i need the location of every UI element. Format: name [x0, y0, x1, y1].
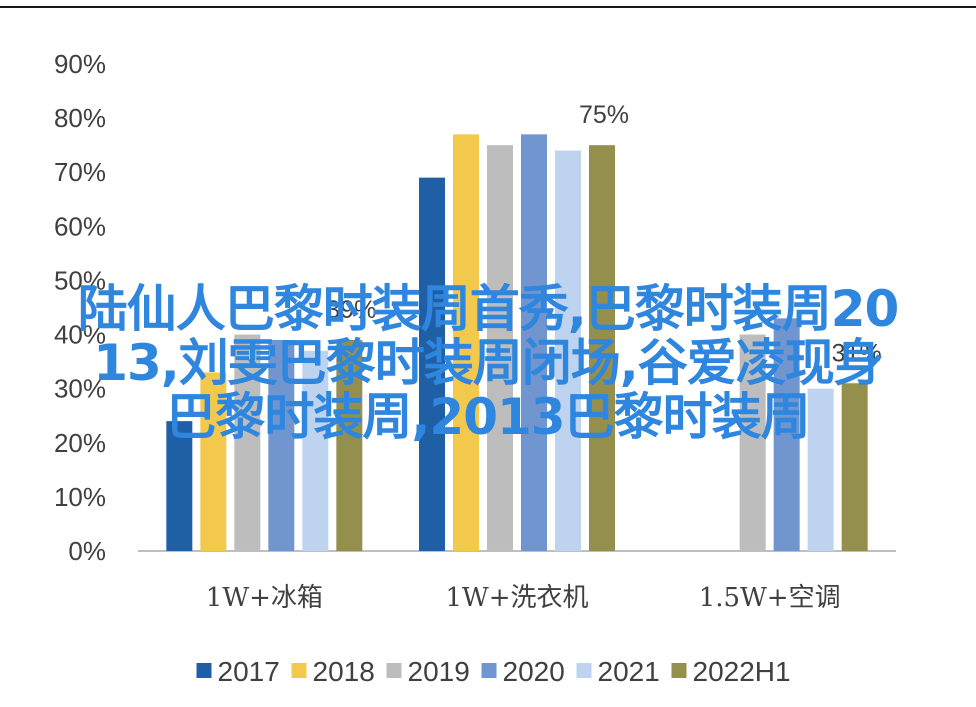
y-tick-label: 70%	[54, 157, 106, 187]
bar-2017	[419, 177, 445, 551]
bar-2019	[234, 334, 261, 551]
legend-swatch	[481, 663, 497, 678]
legend-label: 2020	[503, 656, 565, 687]
x-category-label: 1.5W+空调	[699, 583, 841, 613]
bar-2017	[166, 421, 193, 551]
bar-2019	[739, 334, 766, 551]
y-tick-label: 50%	[54, 265, 106, 295]
bar-2020	[521, 134, 547, 551]
bar-2019	[487, 145, 513, 551]
bar-2021	[302, 350, 329, 551]
y-tick-label: 90%	[54, 49, 106, 79]
y-tick-label: 20%	[54, 428, 106, 458]
y-tick-label: 10%	[54, 482, 106, 512]
y-tick-label: 0%	[68, 536, 106, 566]
legend-label: 2021	[598, 656, 660, 687]
data-label: 39%	[326, 296, 376, 324]
overlay-line-1: 陆仙人巴黎时装周首秀,巴黎时装周20	[77, 280, 900, 338]
legend-label: 2019	[408, 656, 470, 687]
bar-2022H1	[336, 339, 363, 551]
overlay-line-3: 巴黎时装周,2013巴黎时装周	[166, 388, 810, 446]
y-tick-label: 60%	[54, 211, 106, 241]
bar-2018	[453, 134, 479, 551]
bar-2021	[555, 150, 581, 552]
bar-2020	[268, 339, 295, 551]
legend-swatch	[386, 663, 402, 678]
y-tick-label: 30%	[54, 374, 106, 404]
legend-swatch	[196, 663, 212, 678]
bar-2020	[773, 318, 800, 551]
legend-swatch	[576, 663, 592, 678]
top-border-line	[0, 6, 976, 8]
x-category-label: 1W+洗衣机	[445, 583, 588, 613]
data-label: 31%	[832, 339, 882, 367]
data-label: 75%	[579, 101, 629, 129]
y-tick-label: 80%	[54, 103, 106, 133]
x-category-label: 1W+冰箱	[206, 583, 323, 613]
overlay-line-2: 13,刘雯巴黎时装周闭场,谷爱凌现身	[93, 334, 884, 392]
legend-label: 2022H1	[693, 656, 791, 687]
legend-swatch	[291, 663, 307, 678]
bar-2018	[200, 372, 227, 551]
bar-2022H1	[589, 145, 615, 551]
legend-label: 2017	[218, 656, 280, 687]
bar-2022H1	[841, 383, 868, 551]
legend-swatch	[671, 663, 687, 678]
legend-label: 2018	[313, 656, 375, 687]
bar-2021	[807, 388, 834, 551]
y-tick-label: 40%	[54, 320, 106, 350]
watermark-title-overlay: 陆仙人巴黎时装周首秀,巴黎时装周20 13,刘雯巴黎时装周闭场,谷爱凌现身 巴黎…	[0, 282, 976, 444]
